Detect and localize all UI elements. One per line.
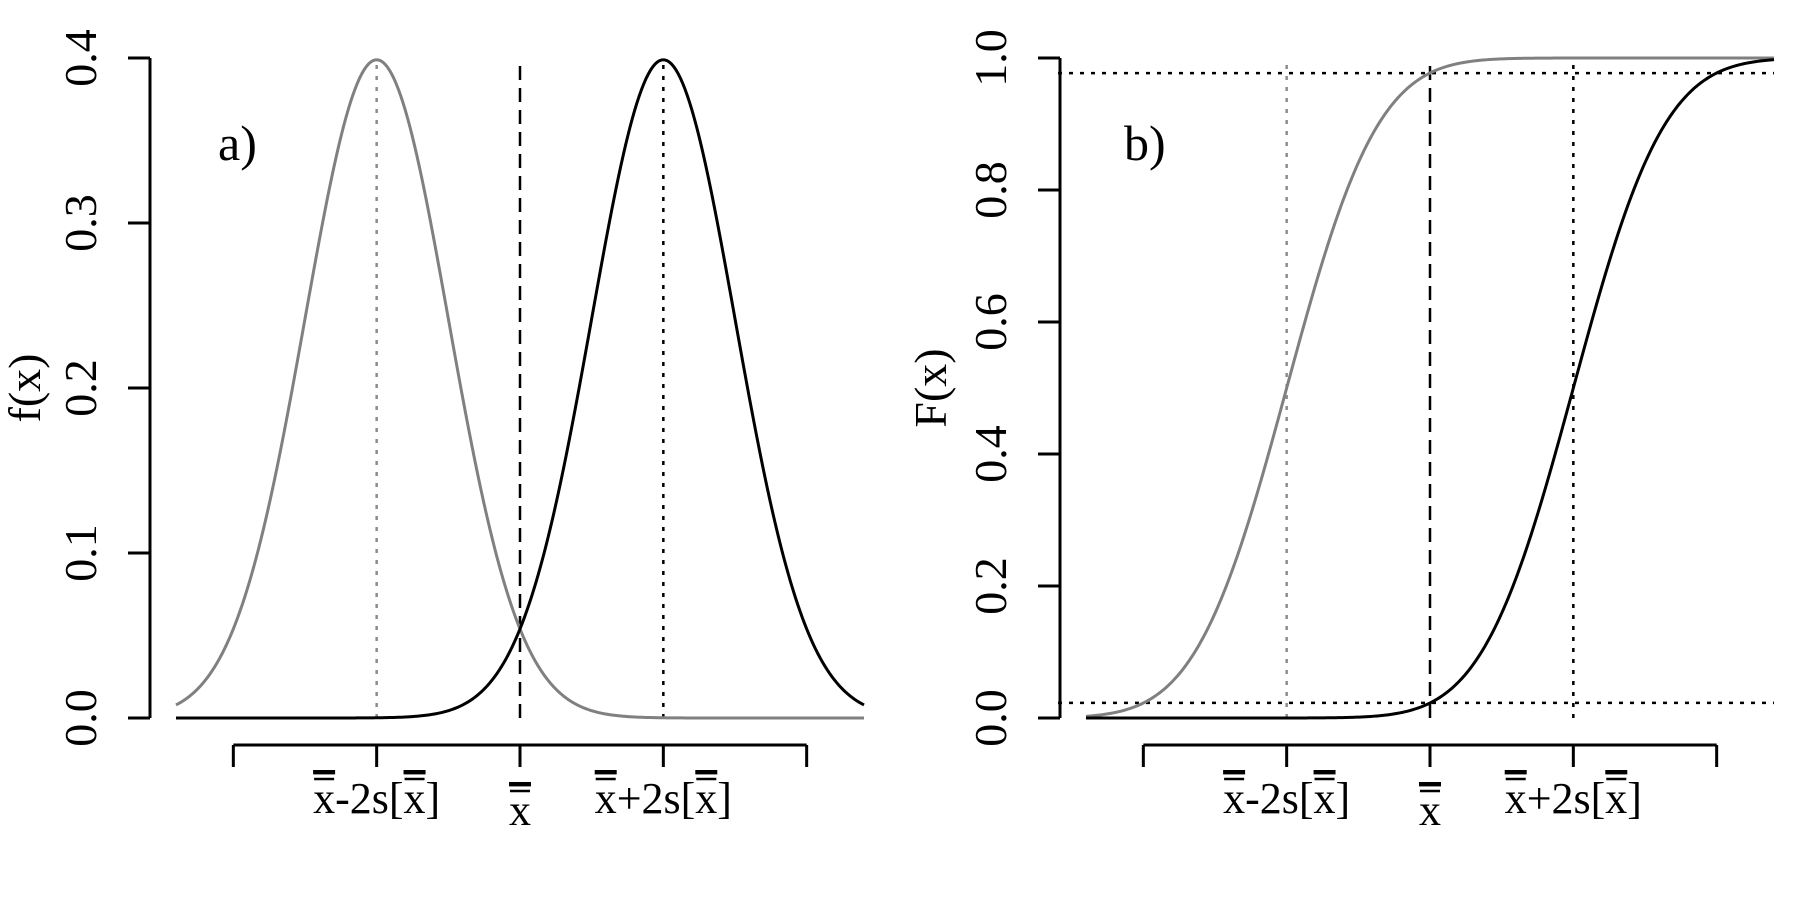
x-tick-label: x xyxy=(509,786,531,835)
panel-label: b) xyxy=(1124,115,1166,171)
y-tick-label: 0.0 xyxy=(55,689,106,747)
y-tick-label: 0.3 xyxy=(55,194,106,252)
y-axis-title: f(x) xyxy=(0,354,50,423)
y-tick-label: 0.1 xyxy=(55,524,106,582)
y-tick-label: 0.2 xyxy=(55,359,106,417)
y-tick-label: 0.4 xyxy=(965,425,1016,483)
x-tick-label: x+2s[x] xyxy=(595,774,732,823)
y-axis-title: F(x) xyxy=(905,348,956,427)
x-tick-label: x xyxy=(1419,786,1441,835)
x-tick-label: x+2s[x] xyxy=(1505,774,1642,823)
y-tick-label: 0.2 xyxy=(965,557,1016,615)
x-tick-label: x-2s[x] xyxy=(313,774,440,823)
x-tick-label: x-2s[x] xyxy=(1223,774,1350,823)
y-tick-label: 0.0 xyxy=(965,689,1016,747)
y-tick-label: 0.8 xyxy=(965,161,1016,219)
panel-b: 0.0 0.2 0.4 0.6 0.8 1.0 F(x) x-2s[x] x x+2s[x] b) xyxy=(905,29,1775,835)
series-line-black xyxy=(176,58,865,720)
panel-label: a) xyxy=(218,115,257,171)
series-line-black xyxy=(1086,58,1775,720)
panel-a: 0.0 0.1 0.2 0.3 0.4 f(x) x-2s[x] x x+2s[x] a) xyxy=(0,29,865,835)
y-tick-label: 1.0 xyxy=(965,29,1016,87)
y-tick-label: 0.4 xyxy=(55,29,106,87)
series-line-gray xyxy=(1085,56,1774,718)
y-tick-label: 0.6 xyxy=(965,293,1016,351)
